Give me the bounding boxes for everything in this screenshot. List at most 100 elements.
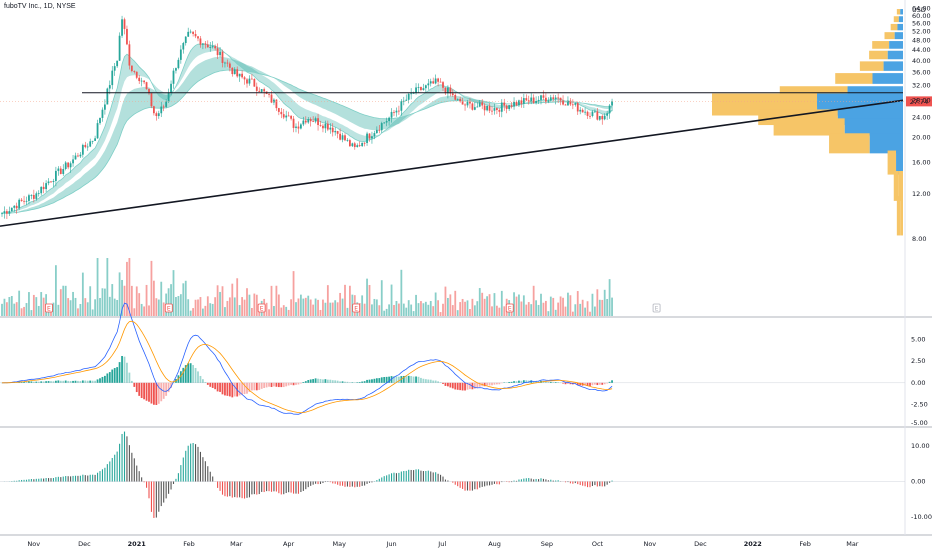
macd-histogram-bar bbox=[393, 376, 395, 383]
volume-profile-row bbox=[900, 9, 903, 15]
macd-histogram-bar bbox=[557, 382, 560, 383]
candle bbox=[277, 108, 280, 112]
macd-histogram-bar bbox=[319, 378, 322, 383]
candle bbox=[123, 19, 126, 29]
candle bbox=[319, 125, 322, 126]
x-tick-label: Mar bbox=[846, 540, 859, 548]
candle bbox=[444, 87, 447, 94]
candle bbox=[167, 92, 170, 102]
candle bbox=[498, 109, 501, 112]
candle bbox=[121, 19, 123, 36]
macd-histogram-bar bbox=[113, 368, 116, 383]
volume-bar bbox=[204, 305, 207, 316]
earnings-marker-label: E bbox=[167, 306, 171, 313]
macd-histogram-bar bbox=[287, 382, 290, 386]
volume-bar bbox=[571, 311, 574, 316]
candle bbox=[40, 186, 43, 194]
macd-histogram-bar bbox=[378, 378, 381, 383]
volume-bar bbox=[569, 295, 572, 316]
macd-histogram-bar bbox=[160, 382, 163, 402]
macd-histogram-bar bbox=[67, 380, 70, 383]
volume-bar bbox=[130, 285, 133, 316]
volume-bar bbox=[471, 298, 474, 316]
volume-bar bbox=[454, 290, 457, 316]
y-tick-label: 52.00 bbox=[912, 28, 931, 36]
macd-histogram-bar bbox=[491, 382, 493, 386]
candle bbox=[62, 168, 65, 174]
candle bbox=[398, 110, 400, 112]
macd-histogram-bar bbox=[304, 381, 307, 383]
candle bbox=[564, 104, 567, 106]
macd-histogram-bar bbox=[72, 380, 74, 383]
candle bbox=[346, 140, 349, 141]
y-tick-label: 12.00 bbox=[912, 190, 931, 198]
macd-histogram-bar bbox=[358, 382, 361, 383]
osc-y-tick: -10.00 bbox=[911, 513, 932, 521]
macd-histogram-bar bbox=[454, 382, 457, 390]
volume-bar bbox=[439, 312, 442, 316]
macd-histogram-bar bbox=[50, 381, 52, 383]
volume-bar bbox=[74, 297, 77, 316]
y-tick-label: 8.00 bbox=[912, 235, 926, 243]
earnings-marker bbox=[257, 303, 266, 313]
candle bbox=[175, 68, 177, 71]
macd-histogram-bar bbox=[456, 382, 459, 390]
osc-y-tick: 0.00 bbox=[911, 478, 925, 486]
volume-bar bbox=[319, 309, 322, 316]
macd-histogram-bar bbox=[216, 382, 219, 392]
macd-histogram-bar bbox=[221, 382, 224, 395]
volume-bar bbox=[170, 284, 172, 316]
macd-histogram-bar bbox=[368, 379, 371, 383]
volume-bar bbox=[79, 303, 82, 316]
candle bbox=[118, 35, 121, 61]
volume-bar bbox=[549, 296, 552, 316]
candle bbox=[412, 93, 415, 94]
volume-bar bbox=[410, 304, 413, 316]
candle bbox=[579, 109, 582, 112]
volume-bar bbox=[143, 306, 145, 316]
candle bbox=[432, 81, 435, 84]
candle bbox=[59, 168, 62, 174]
candle bbox=[128, 44, 131, 66]
candle bbox=[429, 81, 432, 84]
candle bbox=[510, 105, 513, 107]
macd-histogram-bar bbox=[432, 380, 435, 383]
volume-bar bbox=[380, 280, 383, 316]
macd-histogram-bar bbox=[442, 382, 444, 384]
candle bbox=[155, 113, 158, 117]
volume-bar bbox=[277, 294, 280, 316]
macd-histogram-bar bbox=[206, 382, 209, 385]
candle bbox=[591, 111, 594, 116]
volume-bar bbox=[498, 307, 501, 316]
last-price-label-bg bbox=[906, 96, 932, 107]
y-tick-label: 56.00 bbox=[912, 20, 931, 28]
volume-bar bbox=[579, 303, 582, 316]
candle bbox=[18, 199, 21, 209]
volume-bar bbox=[503, 306, 506, 316]
macd-histogram-bar bbox=[562, 382, 564, 384]
macd-histogram-bar bbox=[434, 380, 437, 383]
macd-histogram-bar bbox=[214, 382, 217, 390]
volume-bar bbox=[537, 304, 540, 316]
candle bbox=[424, 85, 427, 89]
macd-histogram-bar bbox=[255, 382, 258, 391]
volume-bar bbox=[307, 295, 310, 316]
volume-profile-row bbox=[887, 150, 897, 175]
macd-histogram-bar bbox=[611, 380, 613, 383]
volume-bar bbox=[140, 303, 143, 316]
candle bbox=[554, 97, 557, 100]
volume-bar bbox=[8, 297, 11, 316]
volume-bar bbox=[35, 297, 38, 316]
candle bbox=[513, 101, 515, 107]
candle bbox=[1, 213, 3, 215]
candle bbox=[91, 140, 94, 142]
volume-bar bbox=[567, 292, 569, 316]
y-tick-label: 44.00 bbox=[912, 46, 931, 54]
macd-histogram-bar bbox=[211, 382, 214, 388]
candle bbox=[481, 102, 484, 106]
volume-bar bbox=[145, 284, 148, 316]
volume-bar bbox=[500, 290, 503, 316]
macd-histogram-bar bbox=[478, 382, 481, 387]
macd-histogram-bar bbox=[179, 371, 182, 383]
